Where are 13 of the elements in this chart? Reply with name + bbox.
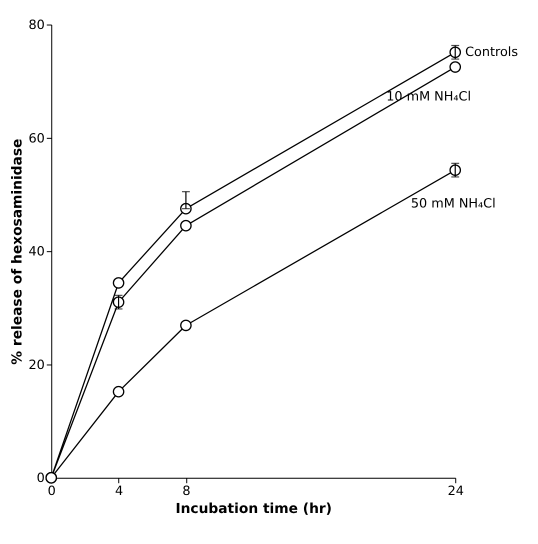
y-tick-label: 20 [28,358,45,373]
x-tick-label: 4 [114,484,124,500]
y-tick-label: 0 [36,471,45,486]
y-tick-label: 40 [28,244,45,260]
x-tick-label: 0 [48,484,56,500]
x-tick-label: 8 [182,484,190,500]
x-tick-label: 24 [448,484,464,500]
y-tick-label: 80 [28,18,45,33]
y-tick-label: 60 [28,131,45,146]
series-label: 50 mM NH₄Cl [410,196,496,212]
series-label: Controls [465,45,518,60]
x-axis-title: Incubation time (hr) [175,500,332,517]
y-axis-title: % release of hexosaminidase [10,138,26,365]
